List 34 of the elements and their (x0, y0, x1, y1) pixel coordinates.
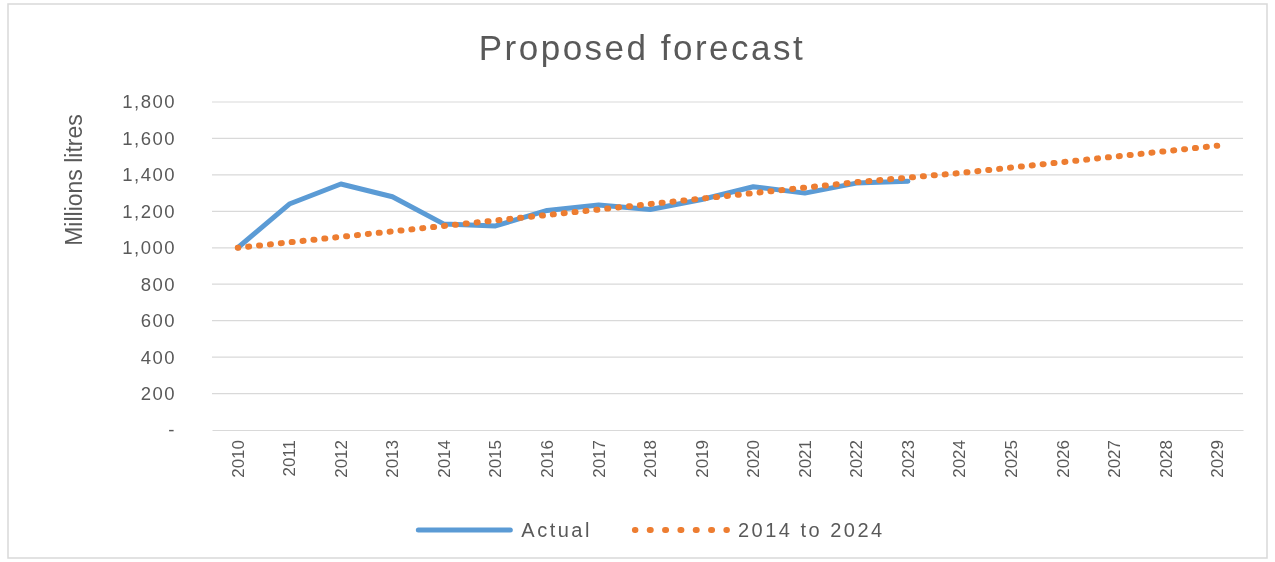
x-tick-label: 2011 (280, 440, 300, 477)
x-tick-label: 2010 (228, 440, 248, 478)
legend-label: 2014 to 2024 (737, 519, 885, 541)
y-tick-label: 600 (140, 310, 176, 332)
y-axis-title: Millions litres (61, 114, 87, 246)
y-tick-label: 1,800 (122, 91, 176, 113)
y-tick-label: 1,200 (122, 200, 176, 222)
x-tick-label: 2025 (1001, 440, 1021, 478)
x-tick-label: 2018 (641, 440, 661, 478)
x-tick-label: 2017 (589, 440, 609, 478)
y-tick-label: 800 (140, 273, 176, 295)
y-tick-label: 1,000 (122, 237, 176, 259)
x-tick-label: 2012 (331, 440, 351, 478)
y-tick-label: 1,400 (122, 164, 176, 186)
y-tick-label: 1,600 (122, 127, 176, 149)
x-tick-label: 2014 (434, 440, 454, 478)
x-tick-label: 2024 (950, 440, 970, 478)
x-tick-label: 2022 (847, 440, 867, 478)
x-tick-label: 2029 (1208, 440, 1228, 478)
x-tick-label: 2019 (692, 440, 712, 478)
chart-title: Proposed forecast (478, 28, 806, 67)
x-tick-label: 2027 (1105, 440, 1125, 478)
y-tick-label: - (168, 419, 176, 441)
x-tick-label: 2013 (383, 440, 403, 478)
x-tick-label: 2026 (1053, 440, 1073, 478)
y-tick-label: 200 (140, 382, 176, 404)
legend-label: Actual (521, 519, 592, 541)
x-tick-label: 2016 (538, 440, 558, 478)
x-tick-label: 2028 (1156, 440, 1176, 478)
x-tick-label: 2020 (744, 440, 764, 478)
x-tick-label: 2023 (898, 440, 918, 478)
y-tick-label: 400 (140, 346, 176, 368)
x-tick-label: 2021 (795, 440, 815, 478)
x-tick-label: 2015 (486, 440, 506, 478)
